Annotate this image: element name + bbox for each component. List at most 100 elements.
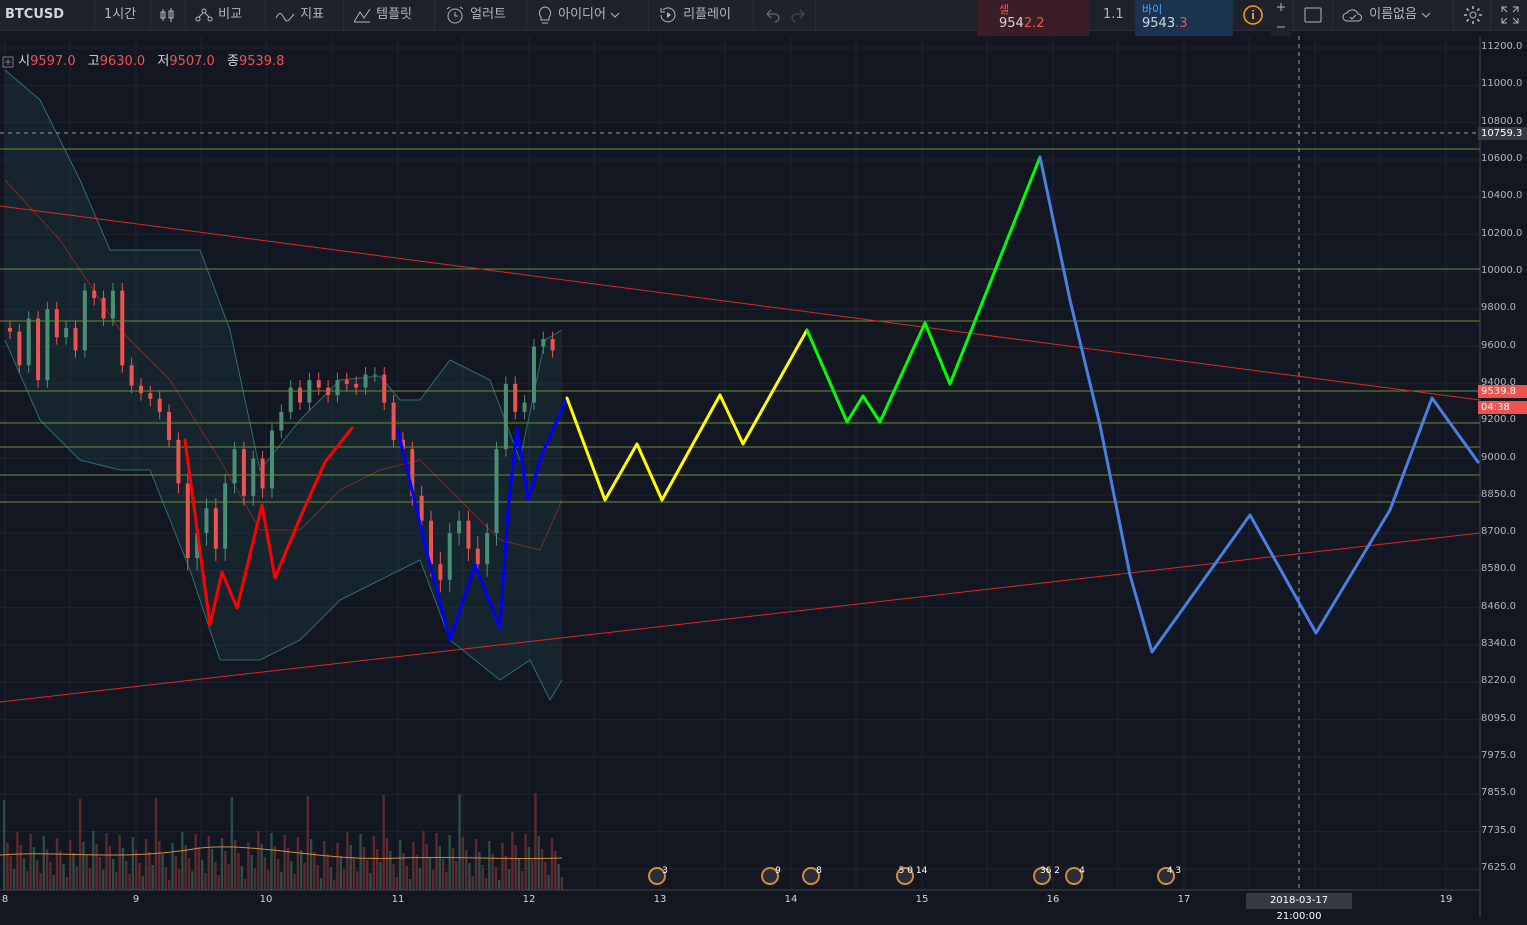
- volume-bar: [191, 871, 194, 890]
- compare-button[interactable]: 비교: [194, 0, 242, 30]
- symbol-search[interactable]: BTCUSD: [5, 7, 65, 22]
- volume-bar: [339, 856, 342, 890]
- quantity-stepper[interactable]: [1271, 0, 1291, 36]
- price-tick-label: 8850.0: [1481, 488, 1516, 500]
- volume-bar: [194, 834, 197, 890]
- volume-bar: [85, 855, 88, 890]
- candle-body: [232, 449, 237, 484]
- volume-bar: [174, 856, 177, 890]
- volume-ma: [0, 846, 563, 860]
- info-button[interactable]: [1242, 0, 1264, 30]
- volume-bar: [148, 852, 151, 890]
- volume-bar: [326, 854, 329, 890]
- candle-body: [466, 520, 471, 549]
- layout-save-button[interactable]: 이름없음: [1341, 0, 1431, 30]
- open-label: 시: [18, 54, 31, 69]
- volume-bar: [187, 858, 191, 890]
- volume-bar: [263, 857, 267, 890]
- undo-button[interactable]: [763, 0, 781, 30]
- candle-body: [204, 508, 209, 534]
- candle-body: [363, 374, 368, 388]
- buy-button[interactable]: 바이 9543.3: [1135, 0, 1233, 36]
- close-value: 9539.8: [238, 54, 285, 69]
- volume-bar: [346, 832, 349, 890]
- volume-bar: [102, 870, 105, 890]
- alert-button[interactable]: 얼러트: [444, 0, 506, 30]
- volume-bar: [138, 863, 141, 890]
- candle-body: [541, 339, 546, 347]
- settings-button[interactable]: [1462, 0, 1484, 30]
- sell-button[interactable]: 셀 9542.2: [977, 0, 1089, 36]
- candle-body: [438, 564, 443, 580]
- volume-bar: [29, 834, 32, 890]
- volume-bar: [16, 832, 19, 890]
- square-icon: [1304, 7, 1322, 22]
- volume-bar: [428, 857, 432, 890]
- candle-body: [429, 520, 434, 565]
- volume-bar: [36, 860, 39, 890]
- volume-bar: [220, 838, 224, 890]
- volume-bar: [425, 844, 428, 890]
- sell-price: 9542.2: [999, 16, 1045, 31]
- volume-bar: [491, 854, 494, 890]
- chevron-down-icon: [610, 12, 620, 18]
- bollinger-fill: [5, 70, 562, 700]
- candle-body: [419, 495, 424, 521]
- volume-bar: [392, 864, 395, 890]
- candle-body: [288, 387, 293, 412]
- volume-bar: [471, 876, 474, 890]
- volume-bar: [379, 862, 382, 890]
- volume-bar: [389, 851, 392, 890]
- price-tick-label: 8580.0: [1481, 563, 1516, 575]
- volume-bar: [22, 858, 26, 890]
- candle-body: [73, 327, 78, 351]
- drawing-blue-path: [396, 396, 569, 642]
- volume-bar: [514, 845, 517, 890]
- fullscreen-button[interactable]: [1500, 0, 1520, 30]
- volume-bar: [435, 833, 438, 890]
- fullscreen-layout-button[interactable]: [1303, 0, 1323, 30]
- time-tick-label: 19: [1439, 894, 1453, 905]
- info-icon: [1243, 4, 1263, 25]
- buy-label: 바이: [1142, 3, 1163, 16]
- close-label: 종: [226, 54, 239, 69]
- replay-button[interactable]: 리플레이: [657, 0, 731, 30]
- candle-body: [129, 365, 134, 386]
- candle-body: [335, 380, 340, 396]
- ideas-button[interactable]: 아이디어: [536, 0, 620, 30]
- volume-bar: [105, 833, 108, 890]
- collapse-legend-icon[interactable]: [2, 56, 14, 68]
- volume-bar: [197, 847, 201, 890]
- bar-countdown-label: 04:38: [1478, 401, 1527, 414]
- indicators-icon: [275, 12, 295, 21]
- volume-bar: [524, 834, 527, 890]
- volume-bar: [309, 839, 313, 890]
- drawing-projection-path: [1038, 155, 1480, 654]
- volume-bar: [474, 839, 478, 890]
- volume-bar: [270, 833, 273, 890]
- volume-bar: [372, 836, 375, 890]
- volume-bar: [349, 845, 352, 890]
- event-label: 36 2: [1040, 866, 1060, 876]
- event-label: 5 0 14: [899, 866, 928, 876]
- time-tick-label: 12: [522, 894, 536, 905]
- volume-bar: [95, 844, 98, 890]
- volume-bar: [39, 873, 42, 890]
- price-tick-label: 8460.0: [1481, 600, 1516, 612]
- volume-bar: [177, 869, 181, 890]
- chart-style-button[interactable]: [158, 0, 176, 30]
- templates-button[interactable]: 템플릿: [352, 0, 412, 30]
- volume-bar: [214, 862, 217, 890]
- interval-button[interactable]: 1시간: [104, 7, 137, 22]
- candle-body: [522, 402, 527, 412]
- volume-bar: [82, 842, 85, 890]
- ohlc-legend: 시9597.0 고9630.0 저9507.0 종9539.8: [2, 50, 292, 69]
- volume-bar: [207, 836, 210, 890]
- candle-body: [120, 290, 125, 366]
- volume-bar: [131, 837, 135, 890]
- volume-bar: [65, 877, 69, 890]
- redo-button[interactable]: [790, 0, 808, 30]
- volume-bar: [511, 832, 514, 890]
- indicators-button[interactable]: 지표: [274, 0, 324, 30]
